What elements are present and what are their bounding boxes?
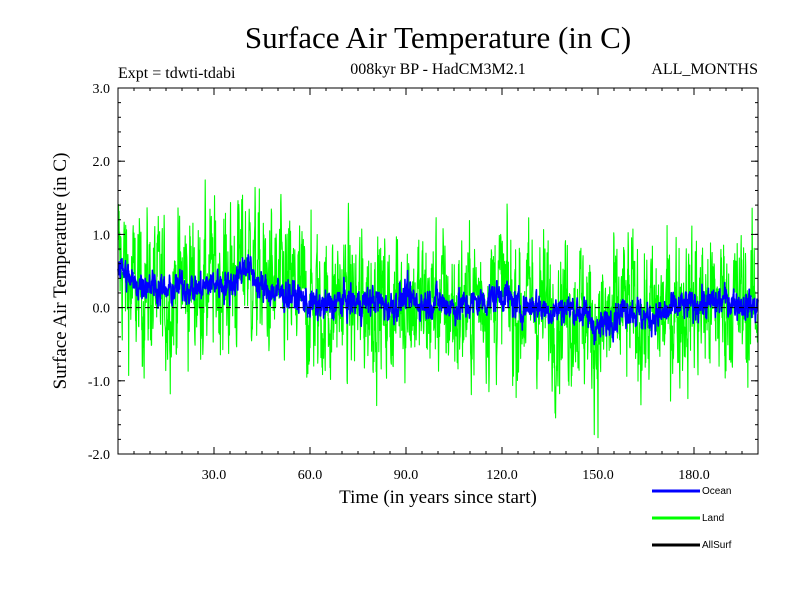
chart-subtitle-right: ALL_MONTHS [651,61,758,78]
legend-item-allsurf: AllSurf [652,540,732,551]
chart-title: Surface Air Temperature (in C) [245,20,631,55]
x-tick-label: 60.0 [298,468,323,483]
legend-item-land: Land [652,513,724,524]
legend-label-land: Land [702,513,724,524]
y-tick-label: -1.0 [88,375,110,390]
y-tick-label: 3.0 [93,82,111,97]
legend-label-ocean: Ocean [702,486,731,497]
legend-label-allsurf: AllSurf [702,540,732,551]
y-axis-label: Surface Air Temperature (in C) [50,153,71,390]
tick-layer: -2.0 -1.0 0.0 1.0 2.0 3.0 30.0 60.0 90.0 120.0 150… [88,82,758,483]
series-layer [117,179,759,439]
series-line-ocean [117,254,759,346]
legend: Ocean Land AllSurf [652,486,732,551]
x-tick-label: 30.0 [202,468,227,483]
legend-item-ocean: Ocean [652,486,731,497]
y-tick-label: -2.0 [88,448,110,463]
series-line-land [117,179,759,439]
x-axis-label: Time (in years since start) [339,487,537,508]
chart-subtitle-center: 008kyr BP - HadCM3M2.1 [350,61,525,78]
x-tick-label: 180.0 [678,468,710,483]
y-tick-label: 1.0 [93,228,111,243]
x-tick-label: 150.0 [582,468,614,483]
x-tick-label: 90.0 [394,468,419,483]
x-tick-label: 120.0 [486,468,518,483]
y-tick-label: 2.0 [93,155,111,170]
y-tick-label: 0.0 [93,302,111,317]
chart-subtitle-left: Expt = tdwti-tdabi [118,65,236,82]
